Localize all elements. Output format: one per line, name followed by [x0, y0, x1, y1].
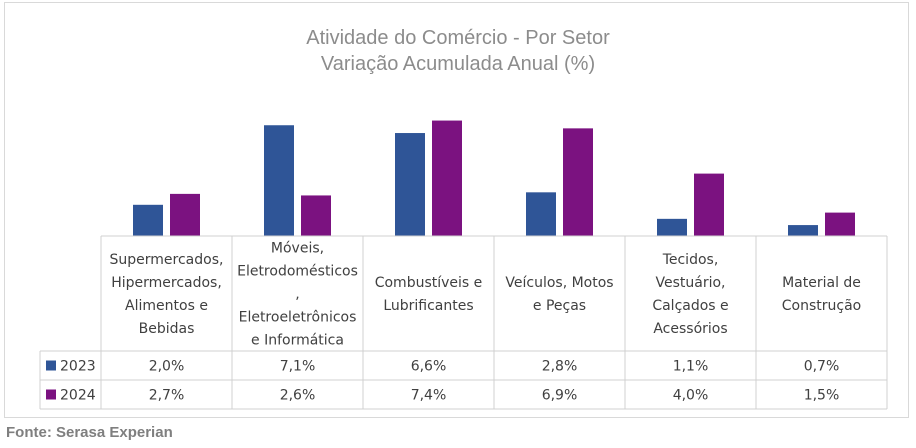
category-label: Tecidos, Vestuário, Calçados e Acessórios: [652, 252, 728, 337]
chart-title: Atividade do Comércio - Por Setor: [306, 27, 610, 49]
legend-key-2023: [46, 360, 56, 371]
bar-2024-5: [825, 212, 855, 236]
category-label-line: Construção: [782, 298, 861, 314]
category-label-line: Material de: [782, 275, 861, 291]
category-label-line: ,: [295, 287, 299, 303]
category-label: Veículos, Motos e Peças: [505, 275, 613, 314]
source-note: Fonte: Serasa Experian: [6, 424, 173, 441]
category-label-line: Calçados e: [652, 298, 728, 314]
category-label-line: Hipermercados,: [111, 275, 222, 291]
data-label-2023-4: 1,1%: [673, 359, 709, 375]
data-label-2024-0: 2,7%: [149, 388, 185, 404]
data-label-2024-4: 4,0%: [673, 388, 709, 404]
data-label-2023-2: 6,6%: [411, 359, 447, 375]
category-label-line: Eletroeletrônicos: [239, 310, 357, 326]
legend-key-2024: [46, 389, 56, 400]
data-label-2023-3: 2,8%: [542, 359, 578, 375]
bar-2023-2: [395, 133, 425, 236]
chart: Atividade do Comércio - Por Setor Variaç…: [39, 27, 888, 410]
bars-group: [133, 120, 855, 236]
category-label: Móveis, Eletrodomésticos, Eletroeletrônico…: [237, 241, 358, 349]
category-label-line: Alimentos e: [125, 298, 208, 314]
bar-2023-0: [133, 204, 163, 236]
category-label-line: e Peças: [533, 298, 586, 314]
legend-label-2024: 2024: [60, 388, 96, 404]
bar-2024-4: [694, 173, 724, 236]
category-label-line: Móveis,: [271, 241, 324, 257]
category-label-line: Tecidos,: [662, 252, 719, 268]
bar-2023-4: [657, 218, 687, 236]
bar-2023-5: [788, 225, 818, 236]
bar-2024-3: [563, 128, 593, 236]
data-label-2023-1: 7,1%: [280, 359, 316, 375]
data-label-2023-0: 2,0%: [149, 359, 185, 375]
bar-2024-2: [432, 120, 462, 236]
category-label-line: Supermercados,: [110, 252, 224, 268]
chart-subtitle: Variação Acumulada Anual (%): [321, 53, 595, 75]
category-label-line: Bebidas: [139, 321, 195, 337]
data-table: Supermercados, Hipermercados, Alimentos e B…: [39, 235, 888, 410]
bar-2023-3: [526, 192, 556, 236]
category-label-line: Veículos, Motos: [505, 275, 613, 291]
data-label-2024-3: 6,9%: [542, 388, 578, 404]
data-label-2024-2: 7,4%: [411, 388, 447, 404]
bar-2024-0: [170, 193, 200, 236]
category-label: Combustíveis e Lubrificantes: [375, 275, 483, 314]
category-label-line: Vestuário,: [656, 275, 726, 291]
category-label: Material de Construção: [782, 275, 861, 314]
category-label-line: Lubrificantes: [383, 298, 473, 314]
legend-label-2023: 2023: [60, 359, 96, 375]
category-label-line: Eletrodomésticos: [237, 264, 358, 280]
category-label-line: Combustíveis e: [375, 275, 483, 291]
data-label-2024-1: 2,6%: [280, 388, 316, 404]
category-label: Supermercados, Hipermercados, Alimentos e B…: [110, 252, 224, 337]
category-label-line: e Informática: [251, 333, 344, 349]
data-label-2024-5: 1,5%: [804, 388, 840, 404]
bar-2024-1: [301, 195, 331, 236]
bar-2023-1: [264, 125, 294, 236]
data-label-2023-5: 0,7%: [804, 359, 840, 375]
category-label-line: Acessórios: [653, 321, 727, 337]
